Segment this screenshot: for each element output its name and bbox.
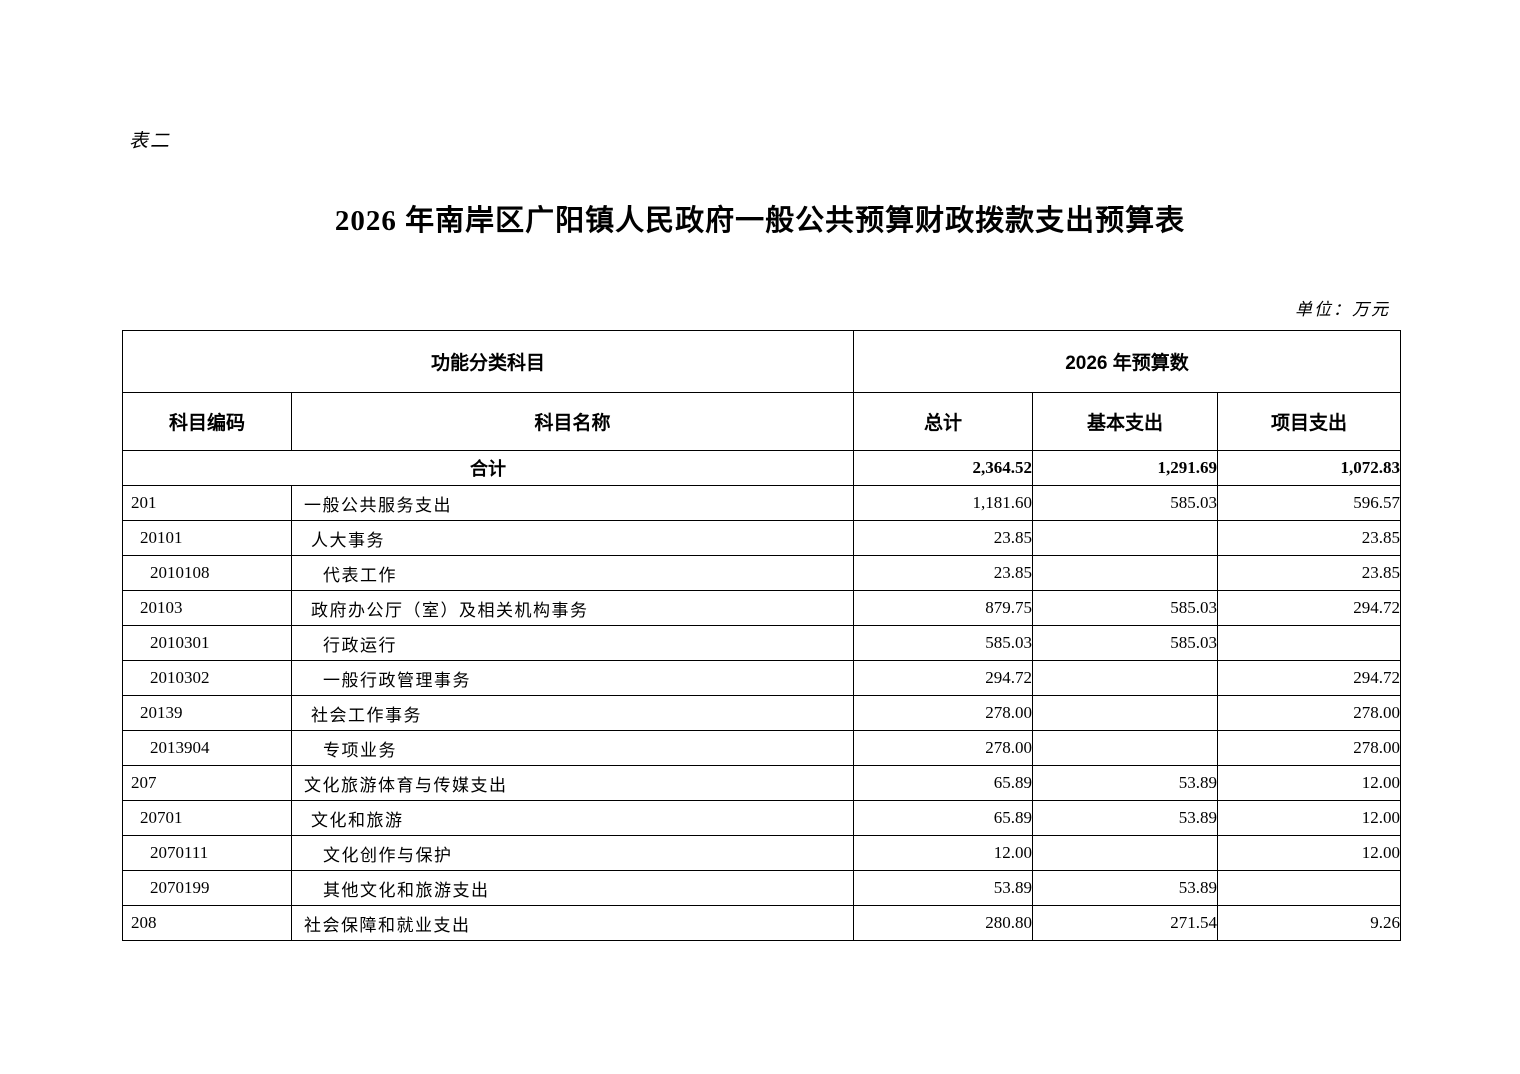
table-row: 2070111 文化创作与保护 12.00 12.00 xyxy=(122,835,1402,871)
cell-total: 294.72 xyxy=(853,660,1034,696)
cell-code: 20139 xyxy=(122,695,292,731)
cell-code: 20103 xyxy=(122,590,292,626)
cell-project: 23.85 xyxy=(1217,555,1402,591)
cell-code: 208 xyxy=(122,905,292,941)
cell-project: 278.00 xyxy=(1217,730,1402,766)
summary-project: 1,072.83 xyxy=(1217,450,1402,486)
header-total: 总计 xyxy=(853,392,1034,451)
cell-total: 65.89 xyxy=(853,800,1034,836)
cell-project: 23.85 xyxy=(1217,520,1402,556)
cell-code: 2010108 xyxy=(122,555,292,591)
cell-project: 12.00 xyxy=(1217,765,1402,801)
cell-project: 596.57 xyxy=(1217,485,1402,521)
cell-total: 280.80 xyxy=(853,905,1034,941)
table-row: 20701 文化和旅游 65.89 53.89 12.00 xyxy=(122,800,1402,836)
table-row: 208 社会保障和就业支出 280.80 271.54 9.26 xyxy=(122,905,1402,941)
cell-code: 2070199 xyxy=(122,870,292,906)
summary-label: 合计 xyxy=(121,450,855,486)
cell-total: 585.03 xyxy=(853,625,1034,661)
cell-name: 一般公共服务支出 xyxy=(290,485,855,521)
header-project-expenditure: 项目支出 xyxy=(1217,392,1402,451)
cell-total: 12.00 xyxy=(853,835,1034,871)
cell-project: 294.72 xyxy=(1217,590,1402,626)
cell-name: 社会保障和就业支出 xyxy=(290,905,855,941)
cell-total: 65.89 xyxy=(853,765,1034,801)
table-row: 2010302 一般行政管理事务 294.72 294.72 xyxy=(122,660,1402,696)
cell-name: 其他文化和旅游支出 xyxy=(290,870,855,906)
cell-name: 人大事务 xyxy=(290,520,855,556)
cell-total: 23.85 xyxy=(853,555,1034,591)
cell-code: 20101 xyxy=(122,520,292,556)
cell-name: 文化和旅游 xyxy=(290,800,855,836)
cell-total: 1,181.60 xyxy=(853,485,1034,521)
cell-name: 一般行政管理事务 xyxy=(290,660,855,696)
cell-basic xyxy=(1032,730,1219,766)
table-row: 2010301 行政运行 585.03 585.03 xyxy=(122,625,1402,661)
cell-name: 文化旅游体育与传媒支出 xyxy=(290,765,855,801)
page-title: 2026 年南岸区广阳镇人民政府一般公共预算财政拨款支出预算表 xyxy=(334,205,1186,237)
cell-code: 2010301 xyxy=(122,625,292,661)
summary-total: 2,364.52 xyxy=(853,450,1034,486)
cell-total: 278.00 xyxy=(853,730,1034,766)
cell-basic xyxy=(1032,695,1219,731)
cell-basic: 585.03 xyxy=(1032,625,1219,661)
table-label: 表二 xyxy=(129,131,172,152)
cell-basic xyxy=(1032,660,1219,696)
cell-name: 专项业务 xyxy=(290,730,855,766)
cell-name: 文化创作与保护 xyxy=(290,835,855,871)
cell-basic: 585.03 xyxy=(1032,590,1219,626)
cell-basic: 585.03 xyxy=(1032,485,1219,521)
cell-project: 294.72 xyxy=(1217,660,1402,696)
cell-name: 代表工作 xyxy=(290,555,855,591)
cell-project: 12.00 xyxy=(1217,835,1402,871)
cell-code: 20701 xyxy=(122,800,292,836)
cell-project: 9.26 xyxy=(1217,905,1402,941)
cell-basic xyxy=(1032,520,1219,556)
unit-note: 单位：万元 xyxy=(1295,300,1390,319)
cell-name: 社会工作事务 xyxy=(290,695,855,731)
cell-code: 2070111 xyxy=(122,835,292,871)
cell-basic: 271.54 xyxy=(1032,905,1219,941)
cell-total: 879.75 xyxy=(853,590,1034,626)
summary-basic: 1,291.69 xyxy=(1032,450,1219,486)
header-group-row: 功能分类科目 2026 年预算数 xyxy=(121,330,1402,393)
cell-project: 12.00 xyxy=(1217,800,1402,836)
table-row: 207 文化旅游体育与传媒支出 65.89 53.89 12.00 xyxy=(122,765,1402,801)
table-row: 20139 社会工作事务 278.00 278.00 xyxy=(122,695,1402,731)
table-row: 20103 政府办公厅（室）及相关机构事务 879.75 585.03 294.… xyxy=(122,590,1402,626)
header-subject-code: 科目编码 xyxy=(122,392,292,451)
cell-project xyxy=(1217,625,1402,661)
cell-total: 53.89 xyxy=(853,870,1034,906)
cell-basic: 53.89 xyxy=(1032,870,1219,906)
cell-code: 2013904 xyxy=(122,730,292,766)
cell-basic xyxy=(1032,555,1219,591)
summary-row: 合计 2,364.52 1,291.69 1,072.83 xyxy=(121,450,1402,486)
header-basic-expenditure: 基本支出 xyxy=(1032,392,1219,451)
cell-basic: 53.89 xyxy=(1032,765,1219,801)
header-columns-row: 科目编码 科目名称 总计 基本支出 项目支出 xyxy=(122,392,1402,451)
cell-name: 行政运行 xyxy=(290,625,855,661)
cell-code: 2010302 xyxy=(122,660,292,696)
header-functional-category: 功能分类科目 xyxy=(121,330,855,393)
cell-total: 278.00 xyxy=(853,695,1034,731)
cell-project xyxy=(1217,870,1402,906)
table-row: 2010108 代表工作 23.85 23.85 xyxy=(122,555,1402,591)
cell-code: 201 xyxy=(122,485,292,521)
cell-basic xyxy=(1032,835,1219,871)
cell-name: 政府办公厅（室）及相关机构事务 xyxy=(290,590,855,626)
cell-project: 278.00 xyxy=(1217,695,1402,731)
header-budget-2026: 2026 年预算数 xyxy=(853,330,1402,393)
cell-total: 23.85 xyxy=(853,520,1034,556)
table-row: 201 一般公共服务支出 1,181.60 585.03 596.57 xyxy=(122,485,1402,521)
table-row: 2070199 其他文化和旅游支出 53.89 53.89 xyxy=(122,870,1402,906)
header-subject-name: 科目名称 xyxy=(290,392,855,451)
budget-table: 功能分类科目 2026 年预算数 科目编码 科目名称 总计 基本支出 项目支出 … xyxy=(121,330,1402,941)
table-row: 20101 人大事务 23.85 23.85 xyxy=(122,520,1402,556)
cell-basic: 53.89 xyxy=(1032,800,1219,836)
table-row: 2013904 专项业务 278.00 278.00 xyxy=(122,730,1402,766)
cell-code: 207 xyxy=(122,765,292,801)
